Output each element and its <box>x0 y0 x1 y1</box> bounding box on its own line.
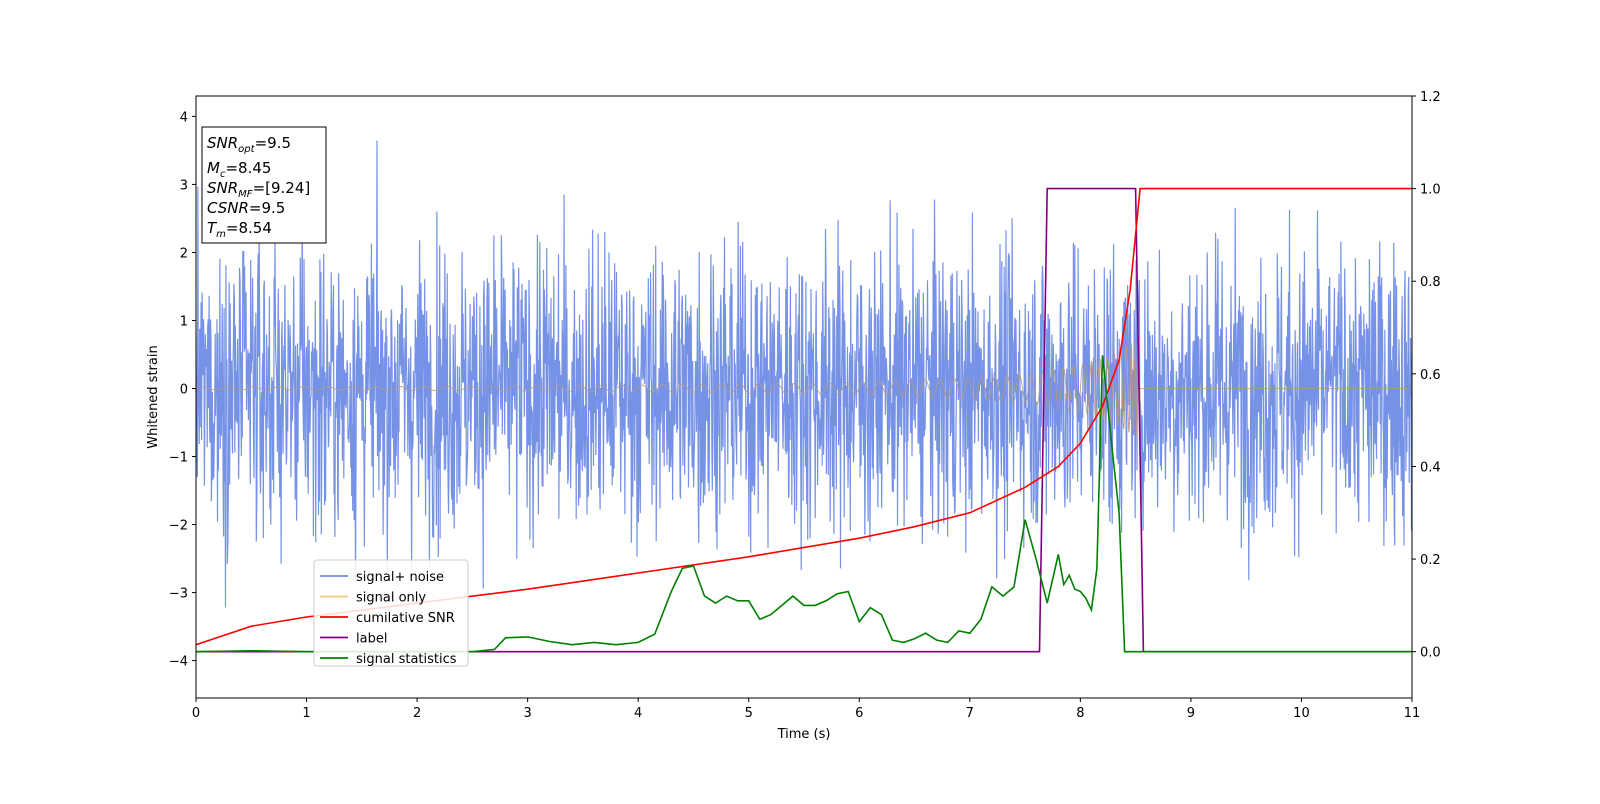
y2-tick-label: 1.2 <box>1420 90 1441 105</box>
series-signal-plus-noise <box>196 140 1412 608</box>
x-axis: 0 1 2 3 4 5 6 7 8 9 10 11 <box>192 698 1420 721</box>
legend-label: signal+ noise <box>356 570 444 585</box>
x-tick-label: 2 <box>413 706 421 721</box>
info-tm: Tm=8.54 <box>207 219 272 240</box>
y-tick-label: 2 <box>180 246 188 261</box>
y2-tick-label: 0.6 <box>1420 368 1441 383</box>
y-axis-label: Whitened strain <box>146 345 161 448</box>
x-tick-label: 6 <box>855 706 863 721</box>
y-tick-label: −3 <box>169 587 188 602</box>
y-tick-label: 1 <box>180 314 188 329</box>
x-tick-label: 9 <box>1187 706 1195 721</box>
y2-tick-label: 1.0 <box>1420 183 1441 198</box>
info-box: SNRopt=9.5 Mc=8.45 SNRMF=[9.24] CSNR=9.5… <box>201 126 327 244</box>
info-snr-opt: SNRopt=9.5 <box>207 134 291 155</box>
x-tick-label: 4 <box>634 706 642 721</box>
plot-frame <box>195 95 1413 699</box>
legend: signal+ noise signal only cumilative SNR la… <box>313 559 469 667</box>
y2-tick-label: 0.4 <box>1420 460 1441 475</box>
legend-label: signal only <box>356 591 426 606</box>
x-tick-label: 8 <box>1076 706 1084 721</box>
x-tick-label: 10 <box>1293 706 1310 721</box>
legend-label: cumilative SNR <box>356 611 455 626</box>
legend-label: label <box>356 632 387 647</box>
info-mc: Mc=8.45 <box>207 159 271 180</box>
y-tick-label: 0 <box>180 382 188 397</box>
x-tick-label: 5 <box>745 706 753 721</box>
y-tick-label: −2 <box>169 519 188 534</box>
x-tick-label: 3 <box>523 706 531 721</box>
x-tick-label: 7 <box>966 706 974 721</box>
info-csnr: CSNR=9.5 <box>207 199 285 217</box>
y2-tick-label: 0.8 <box>1420 275 1441 290</box>
y-tick-label: 4 <box>180 110 188 125</box>
series-signal-statistics <box>196 355 1412 653</box>
info-snr-mf: SNRMF=[9.24] <box>207 179 310 200</box>
y2-tick-label: 0.0 <box>1420 646 1441 661</box>
x-tick-label: 0 <box>192 706 200 721</box>
y-tick-label: 3 <box>180 178 188 193</box>
series-signal-only <box>196 337 1412 440</box>
y-axis-right: 1.2 1.0 0.8 0.6 0.4 0.2 0.0 <box>1412 90 1441 661</box>
legend-label: signal statistics <box>356 652 457 667</box>
y-tick-label: −4 <box>169 655 188 670</box>
y2-tick-label: 0.2 <box>1420 553 1441 568</box>
x-tick-label: 11 <box>1404 706 1421 721</box>
x-tick-label: 1 <box>302 706 310 721</box>
y-axis-left: 4 3 2 1 0 −1 −2 −3 −4 <box>169 110 196 670</box>
y-tick-label: −1 <box>169 451 188 466</box>
x-axis-label: Time (s) <box>777 727 831 742</box>
